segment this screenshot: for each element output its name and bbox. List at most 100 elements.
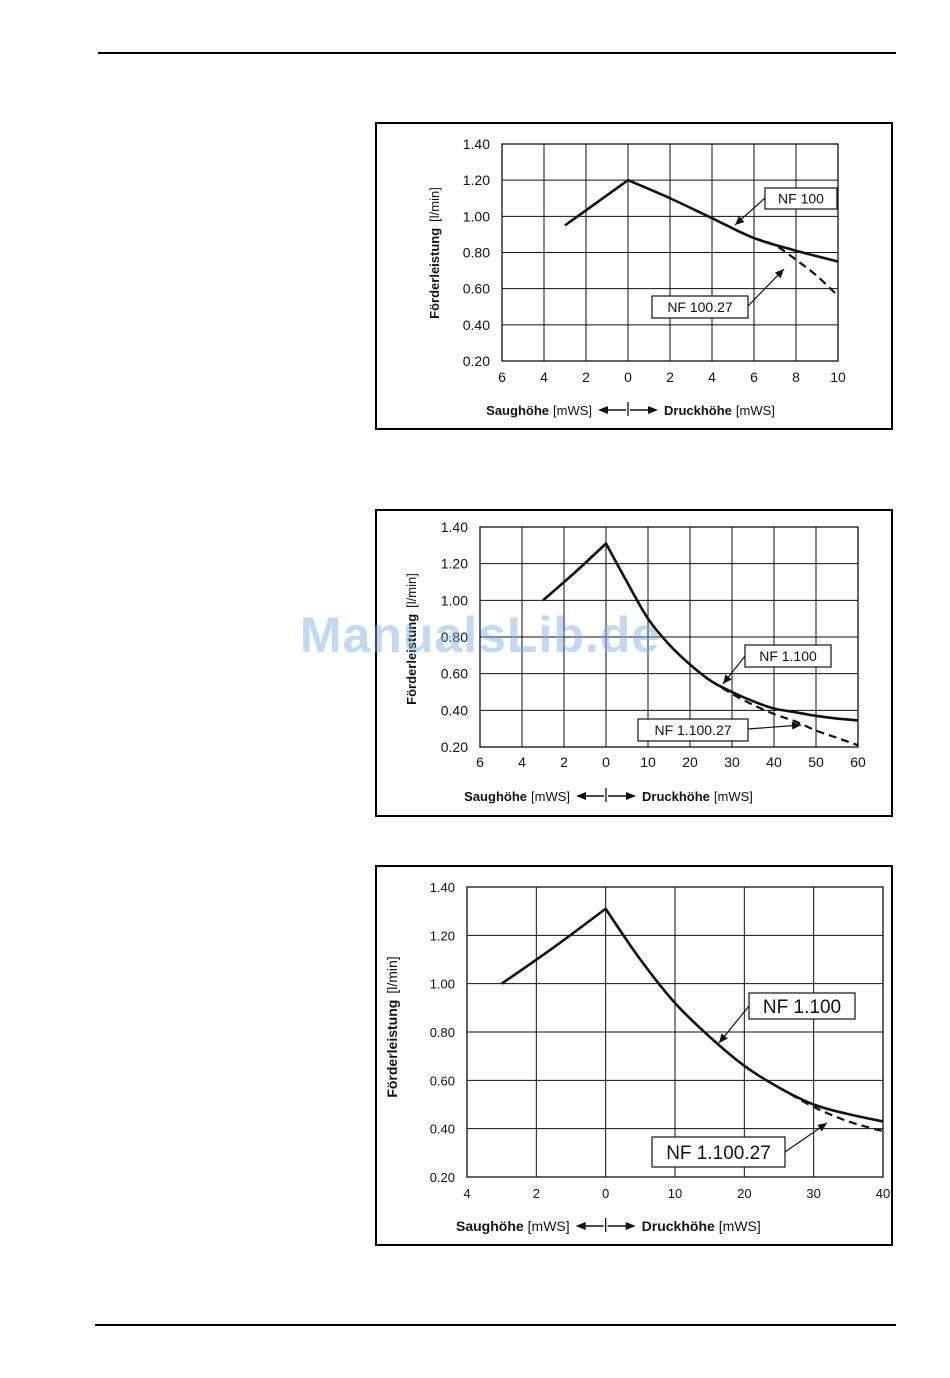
y-axis-title: Förderleistung [l/min]	[384, 956, 400, 1097]
x-axis-right-label: Druckhöhe	[664, 403, 732, 418]
y-axis-unit: [l/min]	[427, 187, 442, 222]
x-axis-right-title: Druckhöhe [mWS]	[664, 403, 775, 418]
y-axis-title: Förderleistung [l/min]	[404, 573, 419, 705]
x-tick-label: 50	[808, 754, 824, 770]
legend-pointer-head	[817, 1123, 827, 1132]
series-line-solid	[564, 178, 839, 263]
y-axis-label: Förderleistung	[427, 228, 442, 319]
arrow-left-head	[598, 406, 608, 414]
y-tick-label: 0.60	[463, 281, 490, 297]
x-axis-left-unit: [mWS]	[528, 1218, 570, 1234]
y-tick-label: 1.40	[430, 880, 455, 895]
chart-2-grid	[466, 886, 884, 1178]
x-tick-label: 30	[724, 754, 740, 770]
x-tick-label: 2	[533, 1186, 540, 1201]
x-axis-right-label: Druckhöhe	[642, 1218, 715, 1234]
y-tick-label: 0.20	[430, 1170, 455, 1185]
x-tick-label: 4	[708, 369, 716, 385]
x-axis-left-title: Saughöhe [mWS]	[486, 403, 592, 418]
y-tick-label: 1.00	[441, 592, 468, 608]
y-tick-label: 0.60	[430, 1073, 455, 1088]
y-tick-label: 0.20	[463, 353, 490, 369]
legend-label: NF 100	[778, 191, 824, 207]
x-axis-right-unit: [mWS]	[736, 403, 775, 418]
chart-nf1100-svg: 1.401.201.000.800.600.400.206 4 2 0 10 20 30 40…	[404, 519, 866, 804]
legend-label: NF 1.100	[759, 648, 817, 664]
x-tick-label: 20	[737, 1186, 751, 1201]
x-tick-label: 20	[682, 754, 698, 770]
x-axis-right-title: Druckhöhe [mWS]	[642, 789, 753, 804]
x-tick-label: 10	[668, 1186, 682, 1201]
y-tick-label: 1.00	[463, 208, 490, 224]
legend-label: NF 1.100	[763, 997, 841, 1018]
y-tick-label: 0.80	[430, 1025, 455, 1040]
series-line-dashed	[710, 680, 859, 747]
x-axis-right-unit: [mWS]	[719, 1218, 761, 1234]
x-axis-left-label: Saughöhe	[486, 403, 549, 418]
x-axis-left-label: Saughöhe	[456, 1218, 524, 1234]
y-tick-label: 0.40	[441, 702, 468, 718]
x-axis-left-title: Saughöhe [mWS]	[464, 789, 570, 804]
plot-border	[501, 143, 839, 362]
x-tick-label: 4	[518, 754, 526, 770]
x-tick-label: 8	[792, 369, 800, 385]
legend-label: NF 1.100.27	[654, 722, 731, 738]
x-axis-left-unit: [mWS]	[553, 403, 592, 418]
arrow-right-head	[648, 406, 658, 414]
chart-nf1100: 1.40 1.20 1.00 0.80 0.60 0.40 0.20 6 4 2 0 10 20 30 40…	[375, 509, 893, 817]
chart-0-grid	[501, 143, 839, 362]
x-axis-right-unit: [mWS]	[714, 789, 753, 804]
legend-pointer-head	[774, 269, 784, 279]
legend-pointer-head	[735, 216, 745, 225]
x-tick-label: 2	[560, 754, 568, 770]
y-tick-label: 1.20	[441, 556, 468, 572]
x-tick-label: 6	[476, 754, 484, 770]
x-tick-label: 6	[498, 369, 506, 385]
y-tick-label: 0.80	[463, 245, 490, 261]
x-axis-right-title: Druckhöhe [mWS]	[642, 1218, 761, 1234]
x-tick-label: 2	[666, 369, 674, 385]
legend-pointer-head	[719, 1033, 728, 1043]
plot-border	[479, 526, 859, 748]
y-tick-label: 0.20	[441, 739, 468, 755]
x-tick-label: 2	[582, 369, 590, 385]
y-tick-label: 1.00	[430, 977, 455, 992]
y-tick-label: 1.20	[430, 928, 455, 943]
chart-nf100: 1.40 1.20 1.00 0.80 0.60 0.40 0.20 6 4 2 0 2 4 6 8 10 Fö…	[375, 122, 893, 430]
x-axis-left-title: Saughöhe [mWS]	[456, 1218, 570, 1234]
x-tick-label: 40	[766, 754, 782, 770]
series-line-dashed	[753, 236, 839, 297]
y-axis-unit: [l/min]	[404, 573, 419, 608]
series-line-solid	[500, 907, 884, 1123]
series-line-solid	[542, 542, 859, 722]
y-axis-label: Förderleistung	[384, 1000, 400, 1098]
legend-box	[748, 992, 856, 1020]
x-tick-label: 10	[640, 754, 656, 770]
plot-border	[466, 886, 884, 1178]
x-tick-label: 0	[602, 1186, 609, 1201]
footer-rule	[95, 1324, 896, 1326]
y-tick-label: 0.80	[441, 629, 468, 645]
chart-nf100-svg: 1.40 1.20 1.00 0.80 0.60 0.40 0.20 6 4 2 0 2 4 6 8 10 Fö…	[427, 136, 846, 418]
y-tick-label: 0.60	[441, 666, 468, 682]
y-axis-unit: [l/min]	[384, 956, 400, 993]
legend-label: NF 1.100.27	[666, 1143, 771, 1164]
x-tick-label: 4	[540, 369, 548, 385]
y-axis-label: Förderleistung	[404, 614, 419, 705]
x-tick-label: 4	[463, 1186, 470, 1201]
y-tick-label: 0.40	[463, 317, 490, 333]
y-tick-label: 1.40	[441, 519, 468, 535]
chart-nf1100-detail-svg: 1.401.201.000.800.600.400.204 2 0 10 20 30 40F…	[384, 880, 890, 1234]
chart-nf1100-detail: 1.40 1.20 1.00 0.80 0.60 0.40 0.20 4 2 0 10 20 30 40 F…	[375, 865, 893, 1246]
x-tick-label: 10	[830, 369, 846, 385]
x-axis-left-label: Saughöhe	[464, 789, 527, 804]
legend-box	[651, 295, 749, 319]
x-tick-label: 6	[750, 369, 758, 385]
x-tick-label: 0	[624, 369, 632, 385]
arrow-left-head	[576, 792, 586, 800]
legend-label: NF 100.27	[667, 299, 733, 315]
legend-pointer-head	[723, 674, 732, 684]
arrow-right-head	[625, 1222, 636, 1230]
y-tick-label: 1.20	[463, 172, 490, 188]
y-tick-label: 0.40	[430, 1122, 455, 1137]
